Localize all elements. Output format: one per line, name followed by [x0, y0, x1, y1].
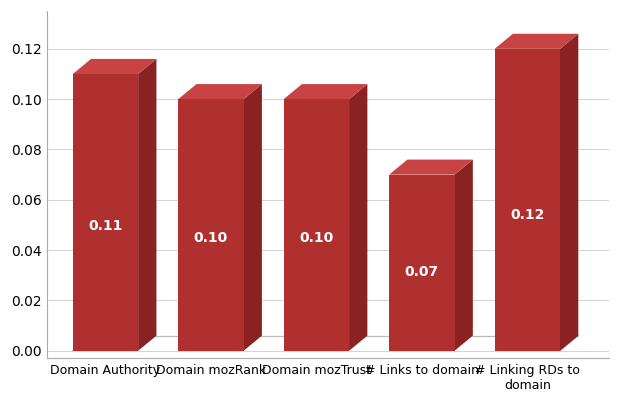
Text: 0.12: 0.12 — [510, 208, 544, 222]
Polygon shape — [560, 34, 578, 351]
Text: 0.10: 0.10 — [299, 231, 334, 245]
Polygon shape — [284, 84, 368, 99]
Polygon shape — [73, 59, 156, 74]
Text: 0.07: 0.07 — [405, 264, 439, 278]
Polygon shape — [178, 84, 262, 99]
Polygon shape — [495, 34, 578, 49]
Polygon shape — [454, 160, 473, 351]
Polygon shape — [389, 174, 454, 351]
Polygon shape — [138, 59, 156, 351]
Polygon shape — [284, 99, 349, 351]
Polygon shape — [73, 74, 138, 351]
Polygon shape — [349, 84, 368, 351]
Polygon shape — [244, 84, 262, 351]
Text: 0.11: 0.11 — [88, 219, 123, 233]
Polygon shape — [389, 160, 473, 174]
Polygon shape — [178, 99, 244, 351]
Text: 0.10: 0.10 — [194, 231, 228, 245]
Polygon shape — [495, 49, 560, 351]
